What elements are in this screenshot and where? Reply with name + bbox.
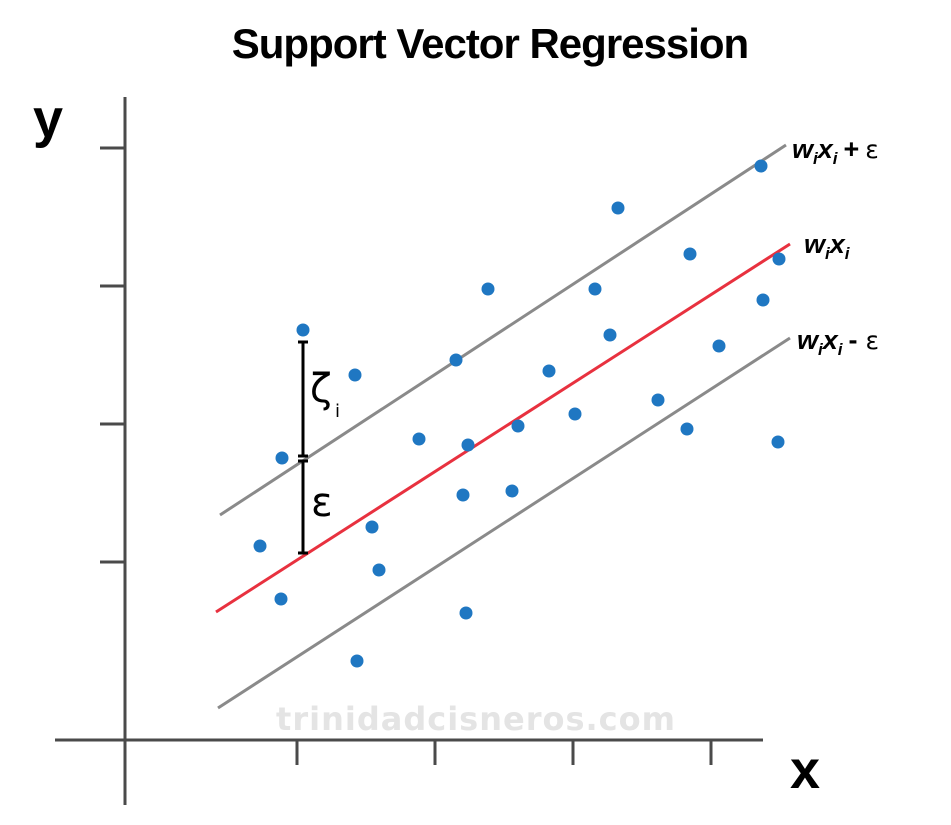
- label-epsilon: ε: [866, 326, 880, 355]
- data-point: [274, 592, 288, 606]
- axes: [55, 97, 763, 805]
- label-sub: i: [833, 149, 839, 168]
- margin-brackets: [298, 340, 308, 555]
- data-point: [372, 563, 386, 577]
- data-point: [412, 432, 426, 446]
- data-point: [459, 606, 473, 620]
- epsilon-label: ε: [311, 480, 333, 526]
- svg-text:wixi-ε: wixi - ε: [797, 325, 879, 359]
- label-w: w: [804, 229, 827, 259]
- data-point: [542, 364, 556, 378]
- regression-line: [215, 242, 791, 614]
- data-point: [756, 293, 770, 307]
- data-point: [350, 654, 364, 668]
- data-point: [568, 407, 582, 421]
- zeta-label: ζ: [310, 366, 332, 412]
- data-point: [511, 419, 525, 433]
- label-sub: i: [825, 244, 831, 263]
- label-sub: i: [818, 340, 824, 359]
- data-points: [253, 159, 786, 668]
- label-plus: +: [844, 134, 860, 164]
- data-point: [754, 159, 768, 173]
- label-w: w: [792, 134, 815, 164]
- x-axis-label: x: [790, 740, 820, 800]
- watermark: trinidadcisneros.com: [276, 700, 676, 738]
- data-point: [772, 252, 786, 266]
- upper-margin-label: wixi + ε: [792, 134, 879, 168]
- lower-margin-line: [217, 336, 791, 710]
- label-sub: i: [838, 340, 844, 359]
- data-point: [275, 451, 289, 465]
- data-point: [461, 438, 475, 452]
- data-point: [449, 353, 463, 367]
- label-minus: -: [849, 325, 858, 355]
- data-point: [588, 282, 602, 296]
- data-point: [651, 393, 665, 407]
- data-point: [365, 520, 379, 534]
- label-x: x: [816, 134, 834, 164]
- upper-margin-line: [219, 143, 787, 517]
- data-point: [253, 539, 267, 553]
- zeta-subscript: i: [335, 401, 340, 422]
- data-point: [712, 339, 726, 353]
- data-point: [603, 328, 617, 342]
- label-x: x: [828, 229, 846, 259]
- data-point: [348, 368, 362, 382]
- label-x: x: [821, 325, 839, 355]
- data-point: [611, 201, 625, 215]
- lower-margin-label: wixi - ε: [797, 325, 879, 359]
- data-point: [683, 247, 697, 261]
- data-point: [505, 484, 519, 498]
- center-line-label: wixi: [804, 229, 851, 263]
- label-w: w: [797, 325, 820, 355]
- data-point: [680, 422, 694, 436]
- svg-text:wixi: wixi: [804, 229, 851, 263]
- label-sub: i: [813, 149, 819, 168]
- data-point: [771, 435, 785, 449]
- data-point: [456, 488, 470, 502]
- data-point: [296, 323, 310, 337]
- svg-text:wixi+ε: wixi + ε: [792, 134, 879, 168]
- y-axis-label: y: [33, 89, 63, 149]
- label-sub: i: [845, 244, 851, 263]
- label-epsilon: ε: [865, 135, 879, 164]
- diagram-title: Support Vector Regression: [232, 20, 748, 67]
- data-point: [481, 282, 495, 296]
